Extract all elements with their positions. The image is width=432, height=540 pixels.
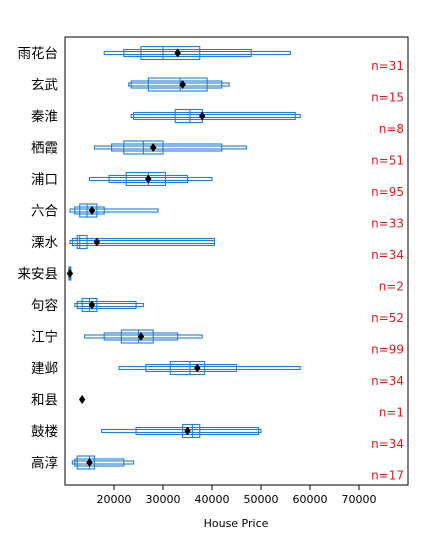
count-label: n=34 [371, 437, 404, 451]
category-label: 栖霞 [31, 141, 58, 157]
mean-layer [67, 49, 206, 468]
letter-value-box [121, 330, 153, 343]
letter-value-box [77, 236, 87, 249]
category-label: 句容 [31, 297, 58, 314]
letter-value-box [131, 115, 300, 118]
category-label: 建邺 [31, 361, 58, 377]
letter-value-box [148, 78, 207, 91]
letter-value-box [131, 81, 222, 88]
category-label: 高淳 [31, 455, 58, 472]
letter-value-box [175, 110, 202, 123]
mean-marker [79, 395, 85, 404]
letter-value-box [77, 302, 136, 309]
letter-value-box [112, 144, 222, 151]
x-tick-label: 50000 [244, 493, 279, 506]
category-label: 来安县 [18, 267, 59, 283]
x-tick-label: 30000 [146, 493, 181, 506]
letter-value-box [72, 461, 133, 464]
letter-value-box [102, 430, 261, 433]
letter-value-box [136, 428, 258, 435]
category-label: 溧水 [31, 235, 58, 251]
letter-value-box [94, 146, 246, 149]
letter-value-box [70, 209, 158, 212]
x-tick-label: 40000 [195, 493, 230, 506]
category-label: 秦淮 [31, 109, 58, 125]
letter-value-box [75, 459, 124, 466]
count-label: n=95 [371, 185, 404, 199]
category-label: 江宁 [31, 329, 58, 346]
x-axis-title: House Price [204, 517, 269, 530]
count-label: n=52 [371, 311, 404, 325]
count-label: n=33 [371, 217, 404, 231]
letter-value-box [104, 52, 290, 55]
category-label: 浦口 [31, 172, 58, 188]
category-label: 雨花台 [18, 46, 59, 62]
count-label: n=51 [371, 154, 404, 168]
box-layer [69, 47, 300, 470]
letter-value-box [129, 83, 229, 86]
plot-frame [65, 37, 408, 485]
mean-marker [67, 269, 73, 278]
count-label-layer: n=31 n=15 n=8 n=51 n=95 n=33 n=34 n=2 n=52 n=99 n=… [371, 59, 404, 483]
category-label: 鼓楼 [31, 424, 58, 440]
x-tick-label: 20000 [97, 493, 132, 506]
category-label: 六合 [31, 204, 58, 220]
category-label: 玄武 [31, 77, 58, 94]
letter-value-box [141, 47, 200, 60]
x-tick-label: 70000 [342, 493, 377, 506]
letter-value-box [134, 113, 296, 120]
count-label: n=15 [371, 91, 404, 105]
count-label: n=1 [379, 406, 404, 420]
x-axis-ticks: 20000 30000 40000 50000 60000 70000 [97, 485, 377, 506]
category-label: 和县 [31, 393, 58, 409]
count-label: n=31 [371, 59, 404, 73]
letter-value-box [146, 365, 237, 372]
x-tick-label: 60000 [293, 493, 328, 506]
count-label: n=17 [371, 469, 404, 483]
letter-value-box [75, 304, 144, 307]
count-label: n=2 [379, 280, 404, 294]
count-label: n=8 [379, 122, 404, 136]
count-label: n=99 [371, 343, 404, 357]
letter-value-box [70, 241, 215, 244]
count-label: n=34 [371, 374, 404, 388]
count-label: n=34 [371, 248, 404, 262]
letter-value-box [124, 50, 251, 57]
